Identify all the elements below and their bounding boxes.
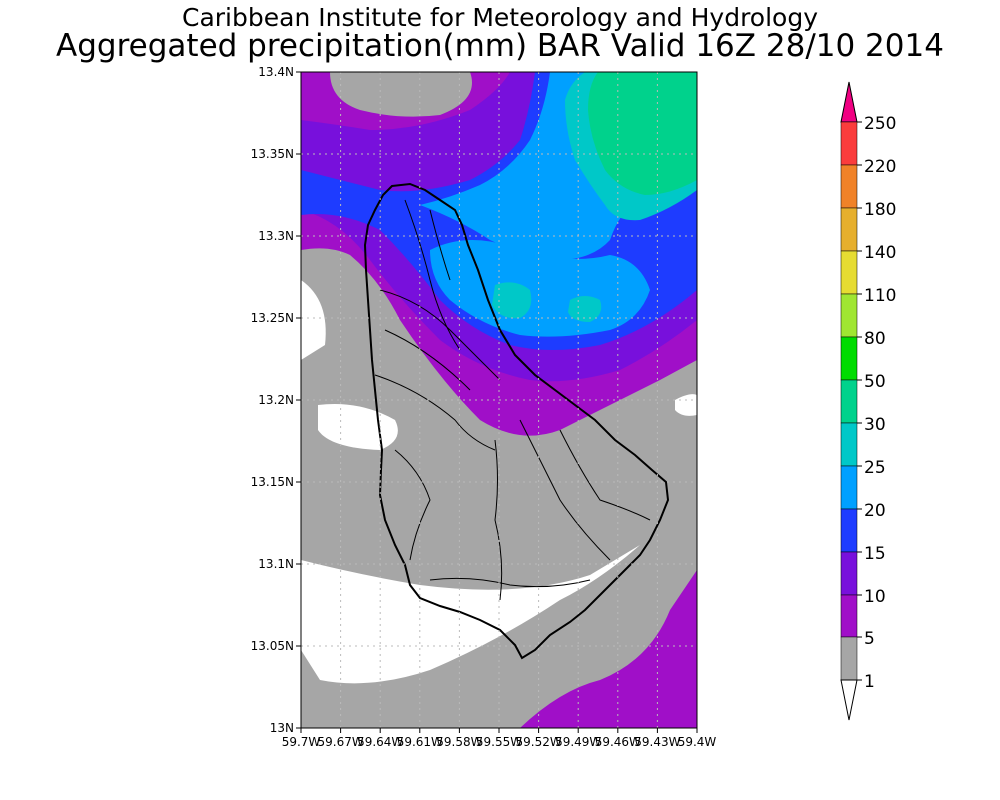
field-5-10-south bbox=[520, 570, 697, 728]
field-30-50 bbox=[588, 72, 697, 195]
colorbar-band bbox=[840, 207, 858, 252]
colorbar-band bbox=[840, 551, 858, 596]
lon-tick-label: 59.61W bbox=[397, 735, 443, 749]
colorbar-band bbox=[840, 508, 858, 553]
colorbar-label: 140 bbox=[864, 243, 896, 263]
colorbar-band bbox=[840, 594, 858, 638]
colorbar-bottom-arrow bbox=[840, 679, 858, 721]
colorbar-label: 250 bbox=[864, 114, 896, 134]
colorbar-band bbox=[840, 121, 858, 166]
colorbar-band bbox=[840, 164, 858, 209]
field-1-5-north bbox=[330, 72, 472, 117]
colorbar-top-arrow bbox=[840, 81, 858, 123]
lon-tick-label: 59.64W bbox=[357, 735, 403, 749]
lon-tick-label: 59.46W bbox=[595, 735, 641, 749]
colorbar-label: 220 bbox=[864, 157, 896, 177]
lon-tick-label: 59.58W bbox=[436, 735, 482, 749]
lon-tick-label: 59.55W bbox=[476, 735, 522, 749]
colorbar-tick-marks bbox=[857, 121, 862, 681]
colorbar-label: 30 bbox=[864, 415, 886, 435]
lon-tick-labels: 59.7W 59.67W 59.64W 59.61W 59.58W 59.55W… bbox=[282, 735, 717, 749]
colorbar-label: 5 bbox=[864, 629, 875, 649]
field-25-30-a bbox=[492, 282, 532, 319]
colorbar-band bbox=[840, 250, 858, 295]
colorbar-label: 180 bbox=[864, 200, 896, 220]
colorbar-label: 110 bbox=[864, 286, 896, 306]
lat-tick-label: 13.2N bbox=[258, 393, 294, 407]
colorbar-band bbox=[840, 293, 858, 338]
field-lt1-south bbox=[301, 545, 640, 684]
lat-tick-label: 13N bbox=[270, 721, 294, 735]
colorbar: 250 220 180 140 110 80 50 30 25 20 15 10… bbox=[840, 81, 896, 721]
chart-subtitle: Aggregated precipitation(mm) BAR Valid 1… bbox=[56, 28, 944, 64]
lon-tick-label: 59.7W bbox=[282, 735, 321, 749]
colorbar-band bbox=[840, 379, 858, 424]
lon-tick-label: 59.43W bbox=[634, 735, 680, 749]
lon-tick-label: 59.67W bbox=[317, 735, 363, 749]
colorbar-label: 80 bbox=[864, 329, 886, 349]
colorbar-label: 50 bbox=[864, 372, 886, 392]
lat-tick-label: 13.25N bbox=[251, 311, 294, 325]
lon-tick-label: 59.4W bbox=[678, 735, 717, 749]
map-grid bbox=[301, 72, 697, 728]
colorbar-band bbox=[840, 422, 858, 467]
lat-tick-label: 13.35N bbox=[251, 147, 294, 161]
lat-tick-labels: 13.4N 13.35N 13.3N 13.25N 13.2N 13.15N 1… bbox=[251, 65, 294, 735]
colorbar-label: 20 bbox=[864, 501, 886, 521]
barbados-coastline bbox=[363, 182, 670, 660]
colorbar-band bbox=[840, 336, 858, 381]
colorbar-label: 25 bbox=[864, 458, 886, 478]
lat-tick-label: 13.1N bbox=[258, 557, 294, 571]
lat-tick-label: 13.05N bbox=[251, 639, 294, 653]
field-lt1-west bbox=[301, 280, 326, 360]
lat-tick-label: 13.15N bbox=[251, 475, 294, 489]
district-boundaries bbox=[374, 199, 651, 601]
colorbar-label: 15 bbox=[864, 544, 886, 564]
lat-tick-label: 13.4N bbox=[258, 65, 294, 79]
lon-tick-marks bbox=[300, 728, 698, 733]
lon-tick-label: 59.49W bbox=[555, 735, 601, 749]
colorbar-band bbox=[840, 636, 858, 681]
colorbar-label: 1 bbox=[864, 672, 875, 692]
colorbar-band bbox=[840, 465, 858, 510]
colorbar-label: 10 bbox=[864, 587, 886, 607]
lat-tick-marks bbox=[296, 71, 301, 729]
chart-title: Caribbean Institute for Meteorology and … bbox=[182, 3, 818, 32]
field-25-30-b bbox=[568, 296, 602, 322]
lon-tick-label: 59.52W bbox=[515, 735, 561, 749]
lat-tick-label: 13.3N bbox=[258, 229, 294, 243]
